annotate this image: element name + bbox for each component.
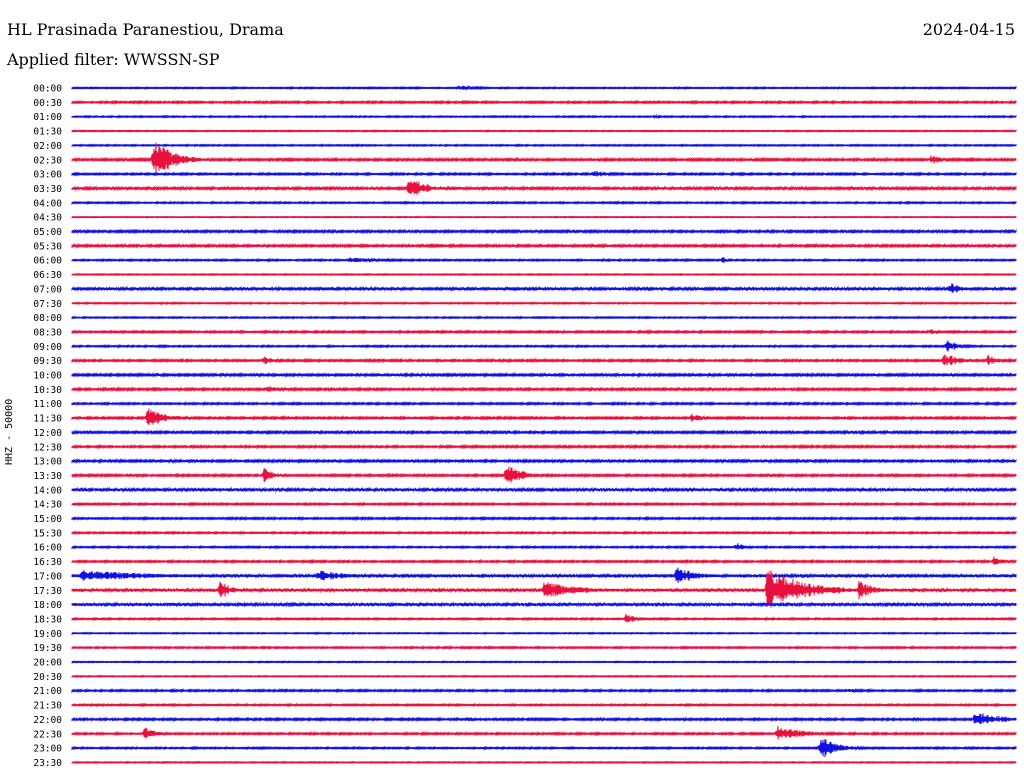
station-title: HL Prasinada Paranestiou, Drama <box>7 20 284 39</box>
seismic-trace <box>71 726 1017 740</box>
time-label: 06:30 <box>33 270 62 281</box>
time-label: 13:00 <box>33 457 62 468</box>
time-label: 15:30 <box>33 528 62 539</box>
time-label: 09:00 <box>33 342 62 353</box>
time-label: 21:30 <box>33 701 62 712</box>
time-label: 09:30 <box>33 356 62 367</box>
time-label: 23:00 <box>33 744 62 755</box>
seismic-trace <box>71 556 1017 565</box>
time-label: 21:00 <box>33 686 62 697</box>
time-label: 04:30 <box>33 213 62 224</box>
time-label: 08:30 <box>33 327 62 338</box>
time-label: 11:30 <box>33 414 62 425</box>
time-label: 04:00 <box>33 198 62 209</box>
time-label: 00:00 <box>33 84 62 95</box>
time-label: 15:00 <box>33 514 62 525</box>
time-label: 20:00 <box>33 658 62 669</box>
time-label: 22:00 <box>33 715 62 726</box>
time-label: 16:30 <box>33 557 62 568</box>
time-label: 08:00 <box>33 313 62 324</box>
time-label: 13:30 <box>33 471 62 482</box>
seismic-trace <box>71 283 1017 293</box>
time-label: 10:30 <box>33 385 62 396</box>
time-label: 16:00 <box>33 543 62 554</box>
seismic-trace <box>71 543 1017 550</box>
time-label: 19:00 <box>33 629 62 640</box>
filter-label: Applied filter: WWSSN-SP <box>7 50 220 69</box>
time-label: 14:00 <box>33 485 62 496</box>
time-label: 00:30 <box>33 98 62 109</box>
date-label: 2024-04-15 <box>922 20 1015 39</box>
time-label: 18:30 <box>33 614 62 625</box>
seismic-trace <box>71 466 1017 483</box>
time-label: 19:30 <box>33 643 62 654</box>
time-label: 17:00 <box>33 571 62 582</box>
time-label: 14:30 <box>33 500 62 511</box>
time-label: 17:30 <box>33 586 62 597</box>
time-label: 22:30 <box>33 729 62 740</box>
time-label: 11:00 <box>33 399 62 410</box>
time-label: 01:30 <box>33 127 62 138</box>
time-label: 05:00 <box>33 227 62 238</box>
time-label: 01:00 <box>33 112 62 123</box>
time-label: 12:30 <box>33 442 62 453</box>
time-label: 18:00 <box>33 600 62 611</box>
time-label: 02:00 <box>33 141 62 152</box>
time-label: 07:00 <box>33 284 62 295</box>
seismic-trace <box>71 570 1017 608</box>
time-label: 12:00 <box>33 428 62 439</box>
time-label: 10:00 <box>33 371 62 382</box>
seismic-trace <box>71 613 1017 623</box>
time-label: 20:30 <box>33 672 62 683</box>
time-label: 07:30 <box>33 299 62 310</box>
time-label: 03:00 <box>33 170 62 181</box>
time-label: 05:30 <box>33 241 62 252</box>
time-label: 02:30 <box>33 155 62 166</box>
time-label: 06:00 <box>33 256 62 267</box>
seismic-trace <box>71 408 1017 426</box>
time-label: 03:30 <box>33 184 62 195</box>
seismic-trace <box>71 142 1017 173</box>
time-label: 23:30 <box>33 758 62 769</box>
